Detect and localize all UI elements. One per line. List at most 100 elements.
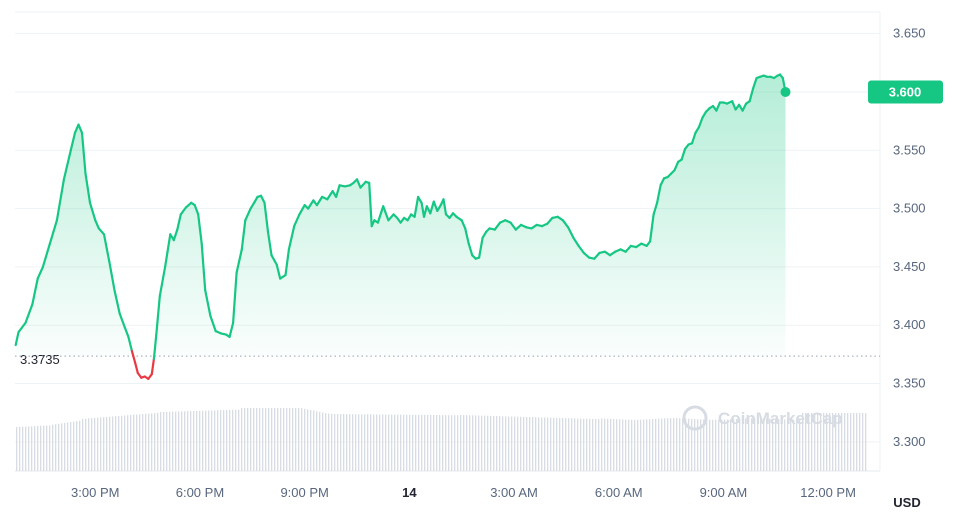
price-line-segment (413, 195, 420, 218)
volume-bar (220, 410, 222, 471)
current-price-label: 3.600 (889, 85, 922, 100)
volume-bar (652, 419, 654, 471)
volume-bar (448, 415, 450, 471)
volume-bar (268, 408, 270, 471)
volume-bar (406, 414, 408, 471)
volume-bar (577, 418, 579, 471)
volume-bar (655, 418, 657, 471)
volume-bar (169, 411, 171, 471)
volume-bar (184, 411, 186, 471)
volume-bar (712, 419, 714, 471)
volume-bar (631, 419, 633, 471)
price-line-segment (442, 198, 448, 216)
price-line-segment (155, 295, 161, 336)
volume-bar (550, 417, 552, 471)
price-line-segment (152, 333, 158, 361)
volume-bar (847, 413, 849, 471)
volume-bar (427, 414, 429, 471)
watermark: CoinMarketCap (682, 405, 843, 431)
volume-bar (403, 414, 405, 471)
volume-bar (859, 413, 861, 471)
price-line-segment (172, 228, 179, 242)
volume-bar (22, 426, 24, 471)
price-line-segment (253, 195, 259, 204)
volume-bar (742, 418, 744, 471)
volume-bar (793, 419, 795, 471)
price-line-segment (509, 221, 517, 231)
volume-bar (283, 408, 285, 471)
price-line-segment (715, 101, 722, 112)
current-price-tag: 3.600 (868, 80, 943, 104)
price-line-segment (464, 227, 470, 245)
volume-bar (694, 418, 696, 471)
price-line-segment (368, 181, 373, 228)
volume-bar (412, 414, 414, 471)
price-line-segment (577, 244, 585, 254)
volume-bar (307, 409, 309, 471)
volume-bar (292, 408, 294, 471)
price-line-segment (315, 195, 324, 207)
volume-bar (850, 413, 852, 471)
volume-bar (250, 408, 252, 471)
volume-bar (391, 414, 393, 471)
price-line-segment (355, 178, 362, 189)
volume-bar (649, 419, 651, 471)
volume-bar (76, 421, 78, 471)
volume-bar (19, 426, 21, 471)
volume-bar (796, 419, 798, 471)
volume-bar (799, 419, 801, 471)
current-price-point[interactable] (780, 87, 791, 97)
volume-bar (823, 413, 825, 471)
volume-bar (709, 419, 711, 471)
volume-bar (733, 419, 735, 471)
volume-bar (670, 418, 672, 471)
volume-bar (739, 418, 741, 471)
volume-bar (592, 418, 594, 471)
volume-bar (817, 413, 819, 471)
price-line-segment (701, 110, 708, 119)
volume-bar (832, 413, 834, 471)
price-line-segment (134, 362, 139, 375)
volume-bar (625, 419, 627, 471)
price-line-segment (648, 213, 655, 243)
volume-bar (349, 414, 351, 471)
price-line-segment (240, 219, 247, 251)
volume-bar (88, 418, 90, 471)
volume-bar (478, 415, 480, 471)
volume-bar (769, 418, 771, 471)
volume-bar (121, 415, 123, 471)
volume-bar (559, 417, 561, 471)
price-line-segment (659, 177, 666, 187)
volume-bar (31, 426, 33, 471)
volume-bar (814, 413, 816, 471)
volume-bar (205, 410, 207, 471)
volume-bar (25, 426, 27, 471)
volume-bar (295, 408, 297, 471)
volume-bar (454, 415, 456, 471)
price-line-segment (200, 242, 207, 292)
price-line-segment (382, 205, 390, 222)
price-line-segment (406, 213, 413, 222)
price-line-segment (624, 244, 633, 253)
volume-bar (472, 415, 474, 471)
volume-bar (580, 418, 582, 471)
volume-bar (256, 408, 258, 471)
volume-bar (217, 410, 219, 471)
volume-bar (745, 418, 747, 471)
price-line-segment (232, 271, 238, 324)
volume-bar (658, 418, 660, 471)
volume-bar (244, 408, 246, 471)
volume-bar (325, 413, 327, 471)
price-line-segment (417, 195, 423, 204)
volume-bar (643, 419, 645, 471)
volume-bar (298, 408, 300, 471)
price-line (14, 73, 791, 380)
volume-bar (748, 418, 750, 471)
volume-bar (160, 412, 162, 471)
volume-bar (529, 417, 531, 471)
volume-bar (79, 420, 81, 471)
volume-bar (829, 413, 831, 471)
price-line-segment (741, 102, 748, 112)
price-line-segment (113, 289, 121, 315)
volume-bar (811, 413, 813, 471)
